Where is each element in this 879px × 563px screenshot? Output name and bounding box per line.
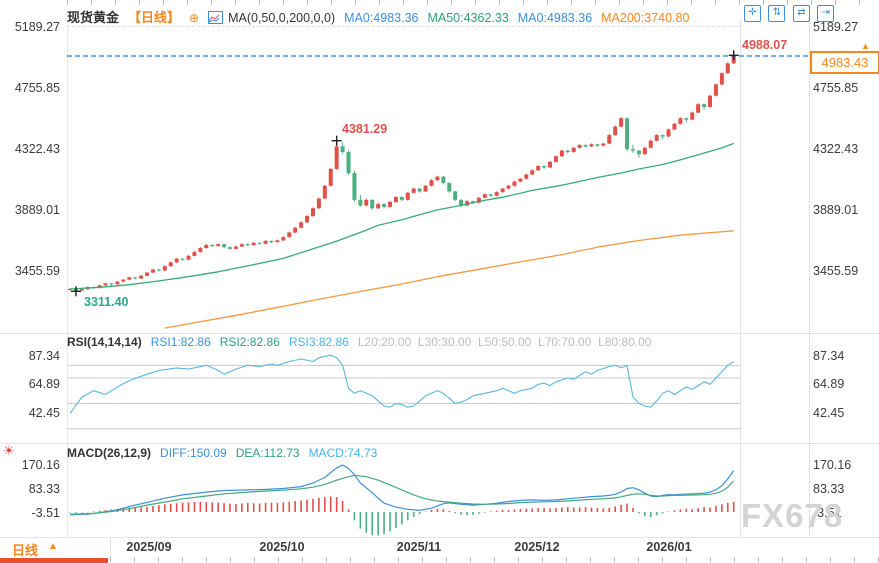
main-ytick-right: 3889.01: [813, 203, 859, 217]
fit-vertical-scale-icon[interactable]: ⇅: [768, 5, 786, 22]
left-axis-border: [67, 20, 68, 537]
rsi-ytick-right: 42.45: [813, 406, 845, 420]
watermark: FX678: [741, 497, 844, 534]
circle-plus-icon[interactable]: ⊕: [189, 11, 200, 25]
dea-value-label: DEA:112.73: [235, 446, 300, 460]
main-ytick-left: 4322.43: [14, 142, 60, 156]
rsi-levels-label: L20:20.00 L30:30.00 L50:50.00 L70:70.00 …: [357, 335, 652, 349]
plot-right-border: [740, 20, 741, 537]
symbol-title: 现货黄金: [67, 10, 120, 25]
macd-ytick-right: 83.33: [813, 482, 845, 496]
ma200-value-label: MA200:3740.80: [601, 11, 690, 25]
chart-toolbar: ✛ ⇅ ⇄ ⇥: [741, 5, 835, 23]
period-tab-label: 日线: [12, 543, 39, 558]
chart-legend: 现货黄金 【日线】 ⊕ MA(0,50,0,200,0,0) MA0:4983.36 MA…: [67, 7, 689, 26]
rsi2-value-label: RSI2:82.86: [219, 335, 280, 349]
bottom-axis-ticks: [110, 557, 879, 562]
rsi-title: RSI(14,14,14): [67, 335, 142, 349]
period-selector[interactable]: 【日线】: [128, 10, 181, 25]
main-ytick-left: 5189.27: [14, 20, 60, 34]
top-axis-ticks: [67, 0, 862, 5]
rsi-ytick-right: 64.89: [813, 377, 845, 391]
ma0-value-label: MA0:4983.36: [344, 11, 419, 25]
macd-value-label: MACD:74.73: [308, 446, 378, 460]
right-axis-dotted-line: [809, 20, 810, 536]
rsi-ytick-left: 87.34: [28, 349, 60, 363]
macd-ytick-right: -3.51: [813, 506, 842, 520]
rsi-macd-separator: [0, 443, 879, 444]
fit-horizontal-scale-icon[interactable]: ⇄: [792, 5, 810, 22]
rsi-ytick-right: 87.34: [813, 349, 845, 363]
ma50-value-label: MA50:4362.33: [427, 11, 509, 25]
pan-tool-icon[interactable]: ✛: [744, 5, 761, 22]
macd-dateaxis-separator: [0, 537, 879, 538]
date-axis-label: 2025/12: [514, 540, 560, 554]
main-ytick-left: 3889.01: [14, 203, 60, 217]
date-axis-label: 2025/11: [396, 540, 442, 554]
timeline-scrollbar-handle[interactable]: [0, 558, 108, 563]
period-tab[interactable]: 日线 ▲: [0, 538, 111, 558]
diff-value-label: DIFF:150.09: [160, 446, 227, 460]
peak-price-annotation: 4381.29: [342, 122, 388, 136]
ma0b-value-label: MA0:4983.36: [517, 11, 593, 25]
date-axis-label: 2025/09: [126, 540, 172, 554]
rsi1-value-label: RSI1:82.86: [150, 335, 211, 349]
rsi3-value-label: RSI3:82.86: [288, 335, 349, 349]
top-price-gridline: [67, 26, 740, 27]
macd-legend: MACD(26,12,9) DIFF:150.09 DEA:112.73 MACD:7…: [67, 446, 377, 460]
main-ytick-right: 4755.85: [813, 81, 859, 95]
current-price-badge: 4983.43: [810, 51, 879, 74]
high-price-annotation: 4988.07: [742, 38, 788, 52]
rsi-legend: RSI(14,14,14) RSI1:82.86 RSI2:82.86 RSI3:82…: [67, 335, 651, 349]
main-rsi-separator: [0, 333, 879, 334]
date-axis-label: 2025/10: [259, 540, 305, 554]
main-ytick-right: 3455.59: [813, 264, 859, 278]
macd-ytick-right: 170.16: [813, 458, 852, 472]
scroll-to-latest-icon[interactable]: ⇥: [817, 5, 835, 22]
chart-type-icon[interactable]: [208, 11, 224, 24]
rsi-ytick-left: 42.45: [28, 406, 60, 420]
main-ytick-left: 4755.85: [14, 81, 60, 95]
macd-ytick-left: 83.33: [28, 482, 60, 496]
main-ytick-right: 4322.43: [813, 142, 859, 156]
main-ytick-right: 5189.27: [813, 20, 859, 34]
live-indicator-icon[interactable]: ☀: [3, 443, 15, 458]
rsi-ytick-left: 64.89: [28, 377, 60, 391]
main-ytick-left: 3455.59: [14, 264, 60, 278]
ma-settings-label: MA(0,50,0,200,0,0): [228, 11, 336, 25]
macd-title: MACD(26,12,9): [67, 446, 152, 460]
macd-ytick-left: -3.51: [31, 506, 61, 520]
date-axis-label: 2026/01: [646, 540, 692, 554]
low-price-annotation: 3311.40: [84, 295, 129, 309]
price-up-arrow-icon: ▲: [861, 41, 870, 51]
period-tab-arrow-icon: ▲: [48, 541, 58, 552]
macd-ytick-left: 170.16: [21, 458, 60, 472]
